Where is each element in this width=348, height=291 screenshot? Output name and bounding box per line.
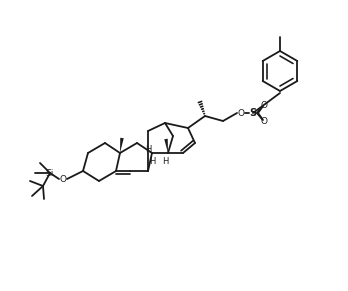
Text: S: S [250, 108, 256, 118]
Text: O: O [237, 109, 245, 118]
Text: H: H [145, 145, 151, 153]
Text: H: H [162, 157, 168, 166]
Polygon shape [120, 138, 124, 153]
Text: O: O [261, 100, 268, 109]
Text: O: O [60, 175, 66, 184]
Polygon shape [164, 139, 168, 153]
Text: Si: Si [46, 168, 54, 178]
Text: O: O [261, 116, 268, 125]
Text: H: H [149, 157, 155, 166]
